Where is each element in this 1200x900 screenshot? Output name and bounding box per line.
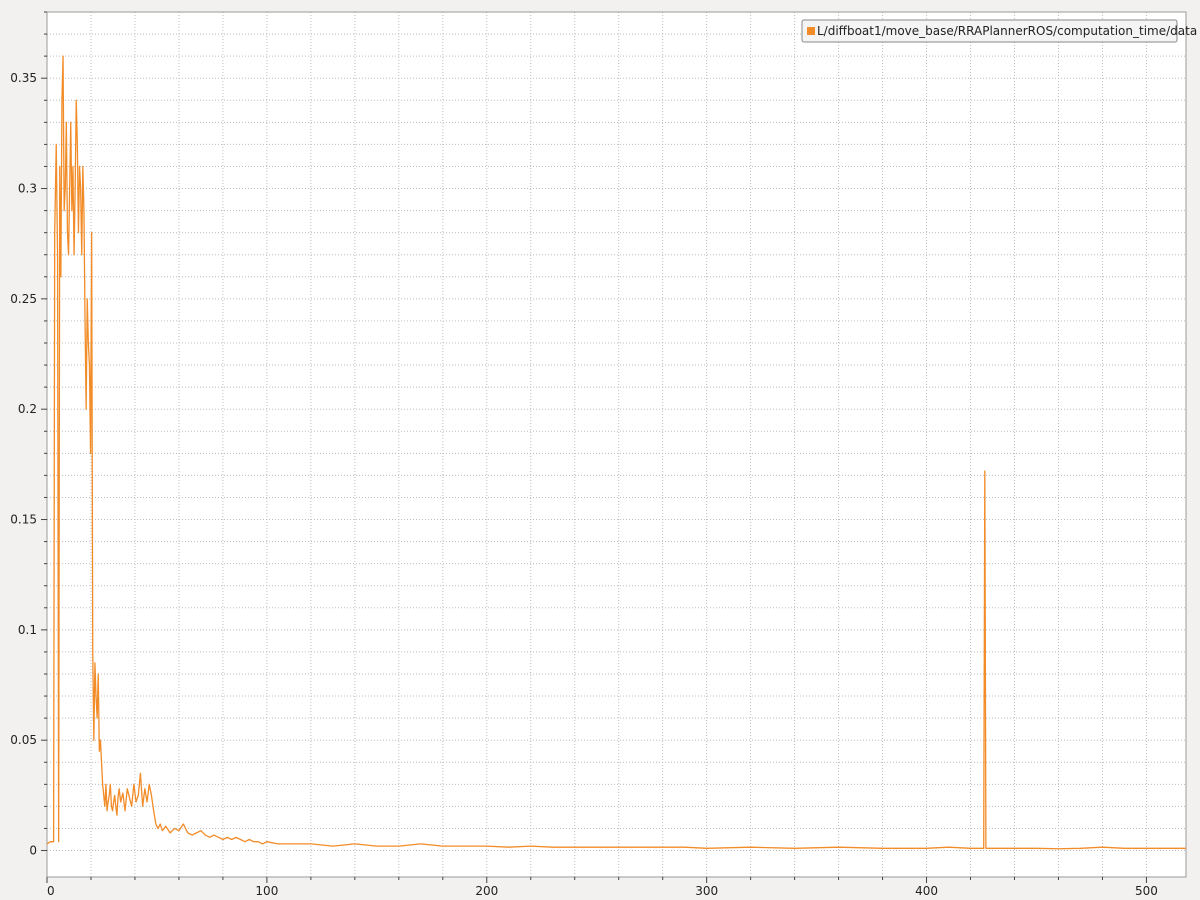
- series-layer: [46, 55, 1186, 850]
- legend[interactable]: L/diffboat1/move_base/RRAPlannerROS/comp…: [801, 19, 1197, 43]
- x-tick-label: 200: [475, 884, 498, 898]
- y-tick-label: 0.35: [10, 71, 37, 85]
- y-tick-label: 0.3: [18, 182, 37, 196]
- axes: [46, 11, 1187, 878]
- x-tick-label: 400: [915, 884, 938, 898]
- legend-box[interactable]: [801, 19, 1178, 43]
- series-line: [46, 55, 1186, 850]
- y-tick-label: 0.05: [10, 733, 37, 747]
- y-tick-label: 0.15: [10, 513, 37, 527]
- x-tick-label: 100: [255, 884, 278, 898]
- y-tick-label: 0.1: [18, 623, 37, 637]
- y-tick-label: 0.2: [18, 402, 37, 416]
- y-tick-label: 0.25: [10, 292, 37, 306]
- x-tick-label: 500: [1135, 884, 1158, 898]
- legend-swatch: [807, 27, 815, 35]
- x-tick-label: 0: [47, 884, 55, 898]
- y-axis-ticks: 0 0.05 0.1 0.15 0.2 0.25 0.3 0.35: [10, 11, 47, 858]
- x-tick-label: 300: [695, 884, 718, 898]
- plot-frame: [46, 11, 1187, 878]
- y-tick-label: 0: [29, 844, 37, 858]
- plot-background: [47, 12, 1186, 877]
- legend-label: L/diffboat1/move_base/RRAPlannerROS/comp…: [817, 24, 1197, 38]
- x-axis-ticks: 0 100 200 300 400 500: [46, 877, 1158, 898]
